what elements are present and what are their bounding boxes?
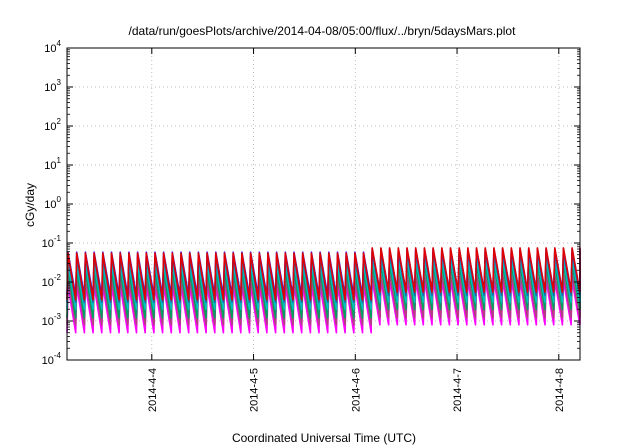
y-axis-label: cGy/day (23, 183, 37, 227)
y-tick-label: 10-1 (42, 234, 62, 250)
y-tick-label: 102 (44, 117, 61, 133)
y-tick-label: 101 (44, 156, 61, 172)
y-tick-label: 10-2 (42, 273, 62, 289)
x-tick-label: 2014-4-8 (554, 368, 566, 412)
chart-title: /data/run/goesPlots/archive/2014-04-08/0… (129, 24, 517, 38)
x-tick-label: 2014-4-6 (350, 368, 362, 412)
x-axis-label: Coordinated Universal Time (UTC) (232, 431, 416, 445)
series-line (66, 247, 581, 301)
y-tick-label: 103 (44, 78, 61, 94)
y-tick-label: 104 (44, 39, 61, 55)
y-tick-label: 100 (44, 195, 61, 211)
y-axis: 10-4 10-3 10-2 10-1 100 101 102 103 104 (42, 39, 580, 367)
y-tick-label: 10-4 (42, 351, 62, 367)
plot-area (66, 247, 581, 334)
x-tick-label: 2014-4-5 (249, 368, 261, 412)
x-tick-label: 2014-4-7 (452, 368, 464, 412)
x-tick-label: 2014-4-4 (147, 368, 159, 412)
y-tick-label: 10-3 (42, 312, 62, 328)
x-axis: 2014-4-4 2014-4-5 2014-4-6 2014-4-7 2014-4-8 (147, 48, 566, 412)
